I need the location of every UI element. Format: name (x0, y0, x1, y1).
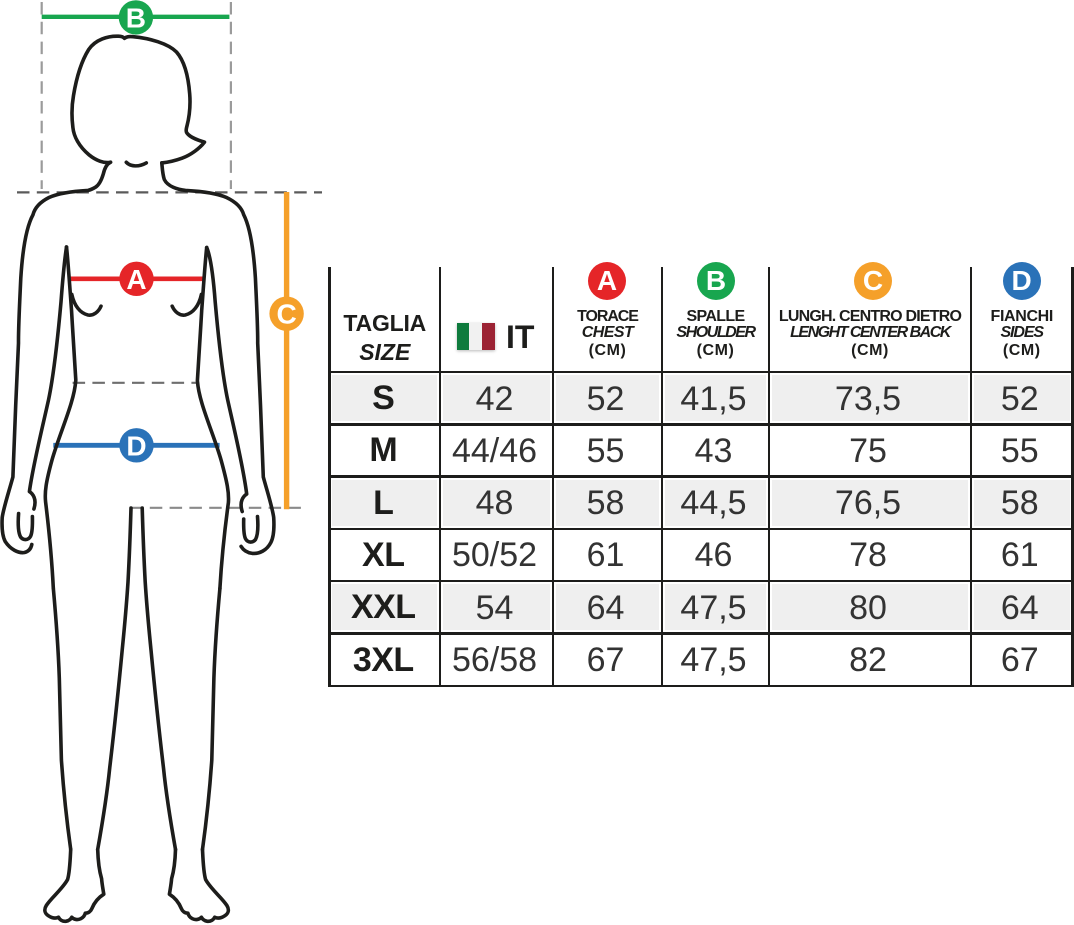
svg-text:C: C (276, 299, 296, 330)
svg-text:D: D (126, 430, 146, 461)
svg-text:B: B (126, 2, 146, 33)
svg-text:A: A (126, 264, 146, 295)
